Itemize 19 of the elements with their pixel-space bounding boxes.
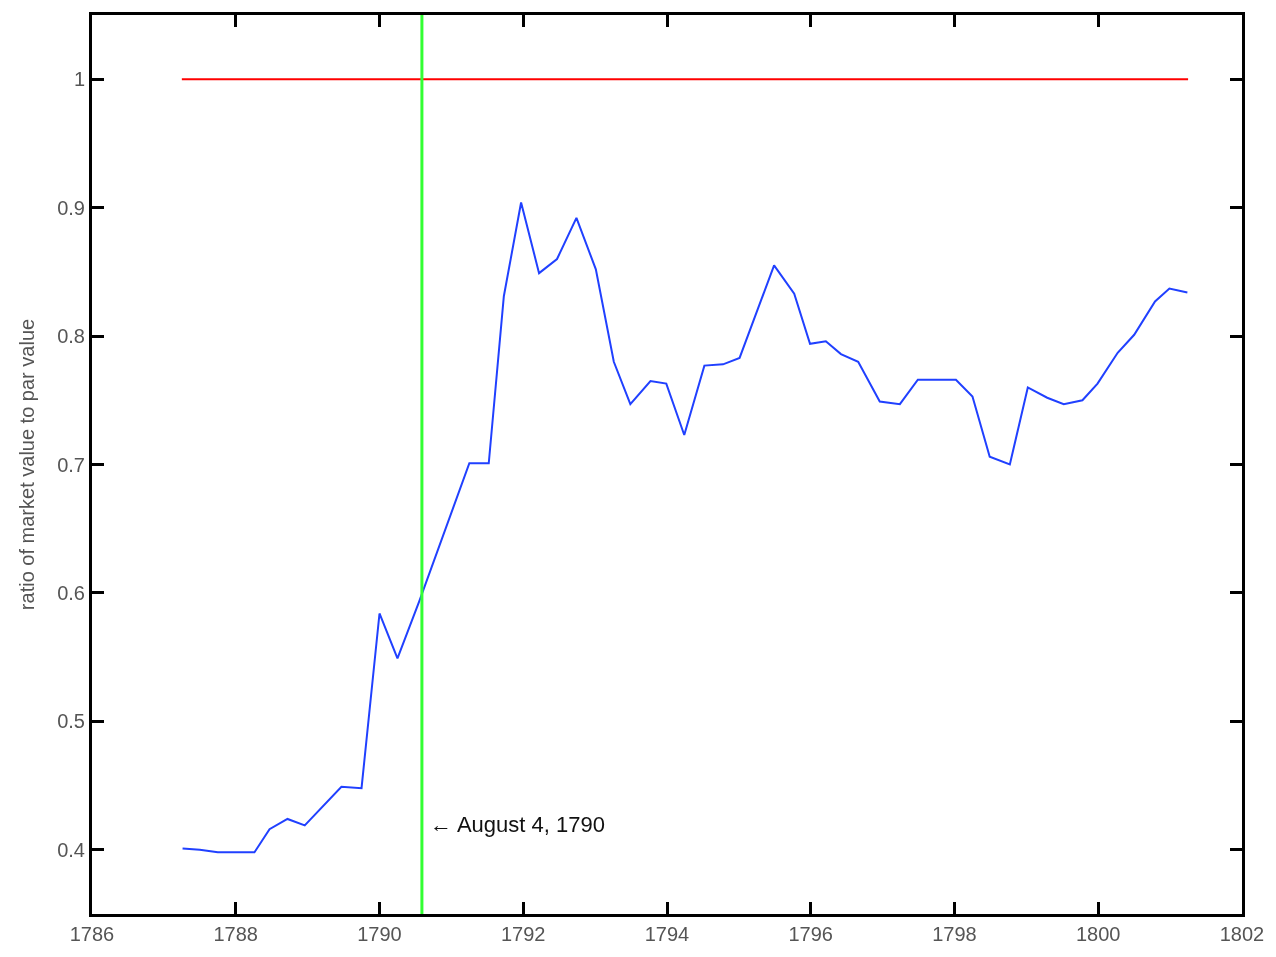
y-axis-title: ratio of market value to par value: [15, 318, 38, 611]
y-tick-label: 0.8: [57, 325, 85, 348]
annotation: ← August 4, 1790: [430, 812, 605, 837]
x-tick-label: 1802: [1219, 923, 1265, 945]
x-tick-label: 1796: [788, 923, 833, 945]
y-tick-label: 0.5: [57, 710, 85, 733]
x-tick-label: 1800: [1076, 923, 1121, 945]
x-tick-label: 1786: [69, 923, 115, 945]
x-tick-label: 1798: [932, 923, 977, 945]
y-tick-label: 0.9: [57, 196, 85, 219]
x-tick-label: 1788: [213, 923, 258, 945]
x-tick-label: 1794: [644, 923, 690, 945]
y-tick-label: 0.4: [57, 838, 85, 861]
line-series: [181, 201, 1189, 854]
y-tick-label: 0.7: [57, 453, 85, 476]
y-tick-label: 0.6: [57, 581, 85, 604]
x-tick-label: 1790: [357, 923, 402, 945]
y-tick-label: 1: [73, 68, 85, 91]
x-tick-label: 1792: [501, 923, 546, 945]
